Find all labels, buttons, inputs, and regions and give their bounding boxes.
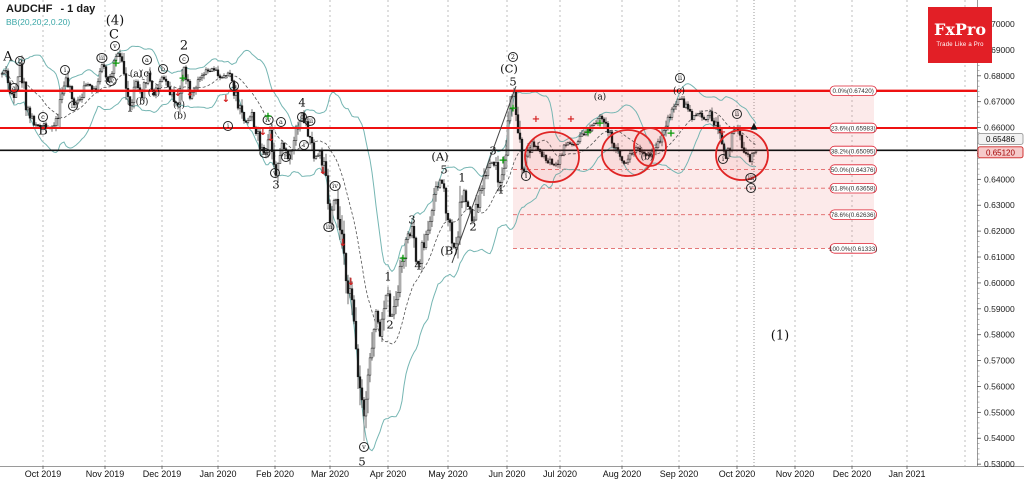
fib-level-badge-text: 50.0%(0.64376) xyxy=(831,167,876,174)
time-axis-label: Jun 2020 xyxy=(488,469,525,479)
time-axis-label: Nov 2019 xyxy=(86,469,125,479)
price-axis-label: 0.64000 xyxy=(984,174,1015,184)
time-axis-label: Jan 2020 xyxy=(199,469,236,479)
highlight-circle xyxy=(524,131,580,183)
time-axis-label: May 2020 xyxy=(428,469,468,479)
price-axis-label: 0.68000 xyxy=(984,71,1015,81)
fib-level-badge xyxy=(829,164,877,175)
chart-header: AUDCHF - 1 day BB(20,20,2,0.20) xyxy=(6,3,95,27)
time-axis-label: Dec 2019 xyxy=(143,469,182,479)
candlesticks xyxy=(0,49,758,429)
price-axis-label: 0.63000 xyxy=(984,200,1015,210)
price-axis-label: 0.56000 xyxy=(984,382,1015,392)
time-axis-label: Apr 2020 xyxy=(370,469,407,479)
fib-level-badge xyxy=(829,122,877,134)
highlight-circle xyxy=(633,127,667,167)
fib-level-badge-text: 78.6%(0.62636) xyxy=(831,212,876,219)
highlight-circle xyxy=(715,129,769,181)
secondary-price-badge-text: 0.65486 xyxy=(986,135,1015,144)
fib-level-badge-text: 0.0%(0.67420) xyxy=(833,88,874,95)
price-axis-label: 0.59000 xyxy=(984,304,1015,314)
price-axis-label: 0.60000 xyxy=(984,278,1015,288)
time-axis-label: Jan 2021 xyxy=(888,469,925,479)
time-axis-label: Mar 2020 xyxy=(311,469,349,479)
price-axis-label: 0.61000 xyxy=(984,252,1015,262)
price-axis-label: 0.54000 xyxy=(984,433,1015,443)
fib-level-badge-text: 38.2%(0.65095) xyxy=(831,148,876,155)
fib-level-badge xyxy=(829,85,877,97)
logo-title: FxPro xyxy=(933,20,987,39)
fib-level-badge xyxy=(829,243,877,254)
fib-level-badge xyxy=(829,182,877,194)
indicator-label: BB(20,20,2,0.20) xyxy=(6,16,71,27)
price-axis-label: 0.57000 xyxy=(984,356,1015,366)
highlight-circle xyxy=(601,129,655,177)
fxpro-logo: FxPro Trade Like a Pro xyxy=(928,7,992,63)
current-price-badge-text: 0.65120 xyxy=(986,148,1015,157)
price-axis-label: 0.62000 xyxy=(984,226,1015,236)
price-axis-label: 0.69000 xyxy=(984,45,1015,55)
time-axis-label: Sep 2020 xyxy=(660,469,699,479)
fib-level-badge-text: 100.0%(0.61333) xyxy=(829,246,877,253)
time-axis-label: Feb 2020 xyxy=(256,469,294,479)
symbol-title: AUDCHF xyxy=(6,3,53,15)
price-axis-label: 0.66000 xyxy=(984,123,1015,133)
trend-line xyxy=(451,85,517,264)
time-axis-label: Jul 2020 xyxy=(543,469,577,479)
time-axis-label: Oct 2019 xyxy=(25,469,62,479)
secondary-price-badge xyxy=(977,132,1024,145)
fib-level-badge-text: 23.6%(0.65983) xyxy=(831,125,876,132)
price-axis-label: 0.70000 xyxy=(984,19,1015,29)
price-axis-label: 0.58000 xyxy=(984,330,1015,340)
time-axis-label: Oct 2020 xyxy=(719,469,756,479)
fib-level-badge xyxy=(829,209,877,220)
current-price-badge xyxy=(977,146,1024,159)
time-axis-label: Dec 2020 xyxy=(833,469,872,479)
fib-level-badge xyxy=(829,145,877,157)
timeframe-label: - 1 day xyxy=(60,3,96,15)
fib-level-badge-text: 61.8%(0.63658) xyxy=(831,186,876,193)
logo-tagline: Trade Like a Pro xyxy=(936,42,984,48)
price-axis-label: 0.55000 xyxy=(984,407,1015,417)
time-axis-label: Aug 2020 xyxy=(603,469,642,479)
price-axis-label: 0.67000 xyxy=(984,97,1015,107)
time-axis-label: Nov 2020 xyxy=(776,469,815,479)
bollinger-upper-band xyxy=(1,45,757,273)
price-axis-label: 0.53000 xyxy=(984,459,1015,469)
bollinger-lower-band xyxy=(1,73,757,452)
